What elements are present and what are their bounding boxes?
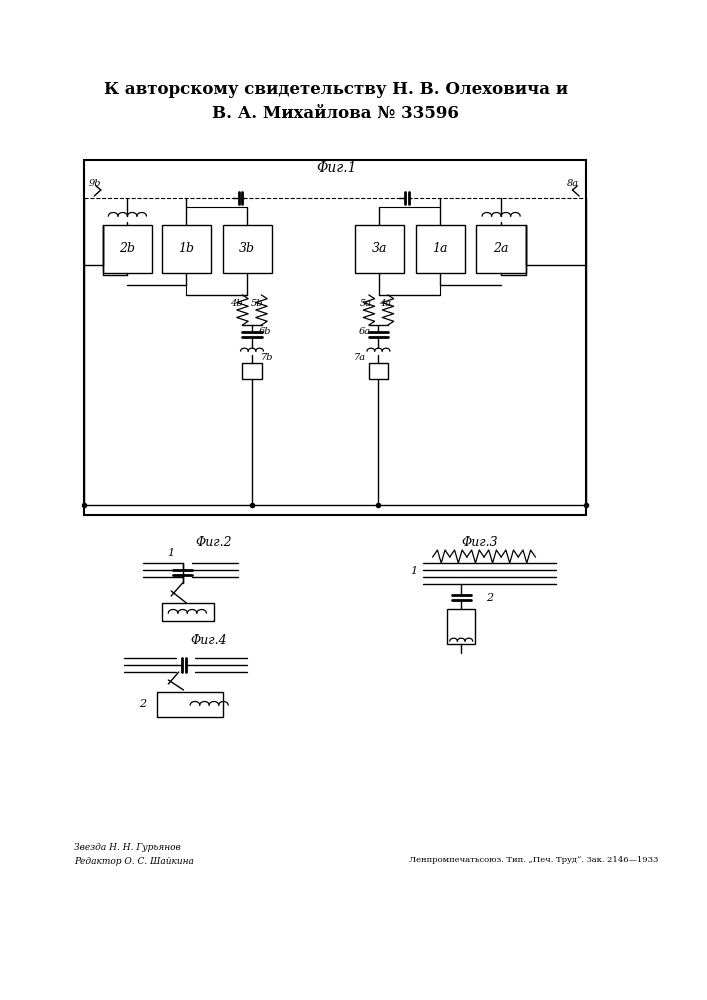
Text: Φиг.1: Φиг.1 xyxy=(316,161,357,175)
Text: 5b: 5b xyxy=(250,298,263,308)
Bar xyxy=(162,603,214,621)
Text: 6b: 6b xyxy=(259,328,271,336)
Text: Звезда Н. Н. Гурьянов: Звезда Н. Н. Гурьянов xyxy=(74,844,181,852)
Text: Ленпромпечатьсоюз. Тип. „Печ. Труд“. Зак. 2146—1933: Ленпромпечатьсоюз. Тип. „Печ. Труд“. Зак… xyxy=(409,856,658,864)
Text: 1a: 1a xyxy=(433,242,448,255)
Text: 1: 1 xyxy=(168,548,175,558)
Text: Φиг.2: Φиг.2 xyxy=(196,536,233,550)
Bar xyxy=(243,363,262,379)
Text: 2b: 2b xyxy=(119,242,136,255)
Text: 7b: 7b xyxy=(261,354,274,362)
Bar xyxy=(477,225,526,273)
Text: В. А. Михайлова № 33596: В. А. Михайлова № 33596 xyxy=(212,104,459,121)
Text: 4b: 4b xyxy=(230,298,242,308)
Text: 2: 2 xyxy=(486,593,493,603)
Bar xyxy=(447,609,476,644)
Bar xyxy=(369,363,388,379)
Bar xyxy=(157,692,223,717)
Bar xyxy=(83,160,586,515)
Text: 1: 1 xyxy=(410,566,417,576)
Text: К авторскому свидетельству Н. В. Олеховича и: К авторскому свидетельству Н. В. Олехови… xyxy=(104,82,568,99)
Text: 3b: 3b xyxy=(239,242,255,255)
Text: 9b: 9b xyxy=(89,180,101,188)
Bar xyxy=(223,225,272,273)
Text: 5a: 5a xyxy=(360,298,372,308)
Text: 2: 2 xyxy=(139,699,146,709)
Text: Φиг.3: Φиг.3 xyxy=(462,536,498,550)
Text: Φиг.4: Φиг.4 xyxy=(191,634,228,647)
Text: Редактор О. С. Шайкина: Редактор О. С. Шайкина xyxy=(74,857,194,866)
Bar xyxy=(162,225,211,273)
Bar xyxy=(355,225,404,273)
Text: 7a: 7a xyxy=(354,354,366,362)
Text: 1b: 1b xyxy=(178,242,194,255)
Text: 4a: 4a xyxy=(379,298,391,308)
Text: 2a: 2a xyxy=(493,242,509,255)
Text: 8a: 8a xyxy=(566,180,578,188)
Bar xyxy=(103,225,152,273)
Bar xyxy=(416,225,465,273)
Text: 6a: 6a xyxy=(359,328,371,336)
Text: 3a: 3a xyxy=(372,242,387,255)
